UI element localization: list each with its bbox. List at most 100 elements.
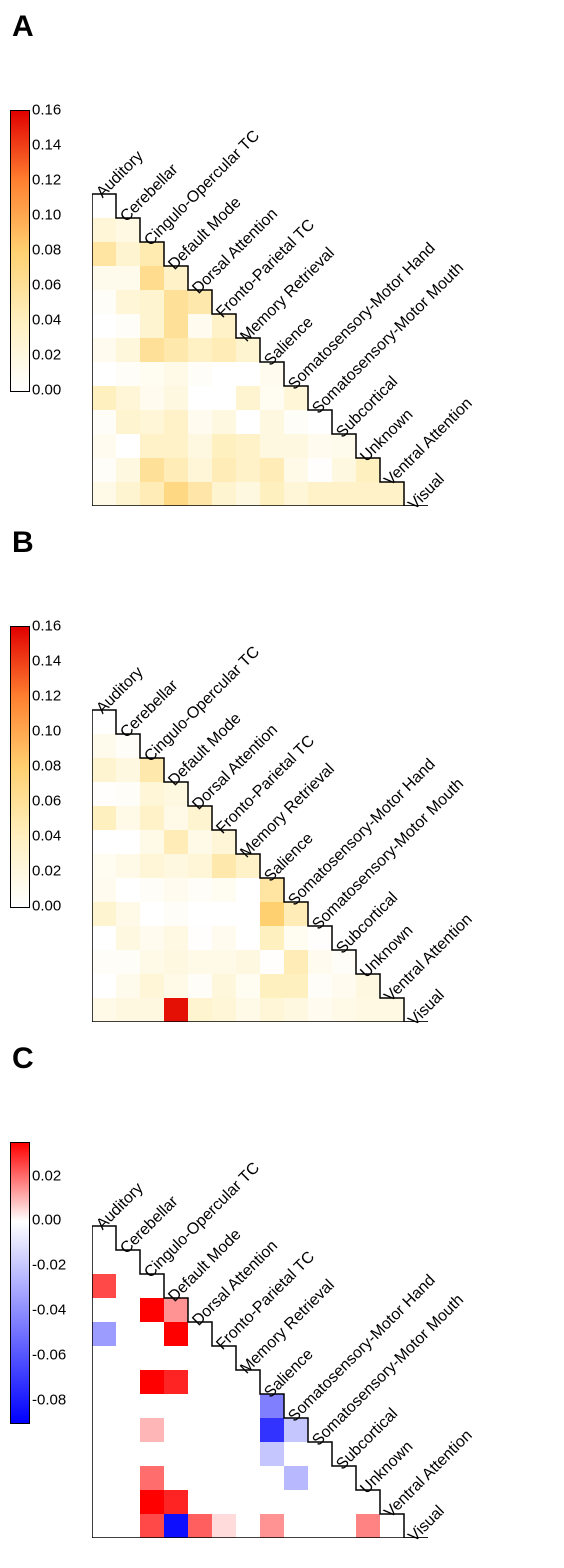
heatmap-cell [236, 1490, 260, 1514]
panel-A: A0.160.140.120.100.080.060.040.020.00Aud… [10, 10, 554, 516]
heatmap-cell [92, 338, 116, 362]
heatmap-cell [212, 1394, 236, 1418]
heatmap-cell [236, 1514, 260, 1538]
heatmap-cell [164, 1322, 188, 1346]
heatmap-cell [260, 410, 284, 434]
heatmap-cell [140, 1490, 164, 1514]
heatmap-cell [164, 1370, 188, 1394]
heatmap-cell [404, 902, 428, 926]
heatmap-cell [380, 710, 404, 734]
heatmap-cell [404, 1226, 428, 1250]
heatmap-cell [212, 1490, 236, 1514]
heatmap-cell [164, 314, 188, 338]
heatmap-cell [332, 734, 356, 758]
heatmap-cell [164, 458, 188, 482]
panel-label-A: A [12, 10, 34, 44]
heatmap-cell [116, 1442, 140, 1466]
panel-label-C: C [12, 1042, 34, 1076]
heatmap-cell [212, 1514, 236, 1538]
colorbar-tick: 0.10 [32, 723, 61, 740]
heatmap-cell [116, 758, 140, 782]
colorbar-tick: -0.08 [32, 1391, 66, 1408]
heatmap-cell [404, 710, 428, 734]
heatmap-cell [164, 338, 188, 362]
heatmap-cell [284, 926, 308, 950]
heatmap-cell [188, 830, 212, 854]
heatmap-cell [236, 482, 260, 506]
heatmap-cell [260, 434, 284, 458]
heatmap-cell [308, 1202, 332, 1226]
heatmap-cell [404, 686, 428, 710]
heatmap-cell [356, 1274, 380, 1298]
heatmap-cell [116, 998, 140, 1022]
heatmap-cell [332, 686, 356, 710]
heatmap-cell [404, 1394, 428, 1418]
heatmap-cell [356, 758, 380, 782]
heatmap-cell [164, 1394, 188, 1418]
heatmap-cell [212, 434, 236, 458]
colorbar-tick: 0.16 [32, 618, 61, 635]
heatmap-cell [332, 1514, 356, 1538]
heatmap-cell [92, 1346, 116, 1370]
heatmap-cell [404, 1418, 428, 1442]
colorbar-tick: -0.04 [32, 1302, 66, 1319]
heatmap-cell [260, 974, 284, 998]
colorbar-tick: 0.14 [32, 137, 61, 154]
heatmap-cell [260, 902, 284, 926]
heatmap-cell [188, 434, 212, 458]
heatmap-cell [236, 950, 260, 974]
heatmap-cell [284, 1490, 308, 1514]
heatmap-cell [308, 686, 332, 710]
heatmap-cell [92, 1514, 116, 1538]
colorbar-ticks: 0.160.140.120.100.080.060.040.020.00 [30, 626, 70, 906]
heatmap-cell [92, 218, 116, 242]
heatmap-cell [116, 410, 140, 434]
heatmap-cell [308, 998, 332, 1022]
heatmap-cell [332, 1322, 356, 1346]
heatmap-cell [308, 950, 332, 974]
heatmap-cell [92, 854, 116, 878]
heatmap-cell [116, 950, 140, 974]
colorbar [10, 110, 30, 392]
heatmap-cell [260, 1202, 284, 1226]
heatmap-cell [116, 338, 140, 362]
heatmap-cell [92, 362, 116, 386]
heatmap-cell [308, 1490, 332, 1514]
heatmap-cell [356, 734, 380, 758]
heatmap-cell [188, 1514, 212, 1538]
colorbar-ticks: 0.020.00-0.02-0.04-0.06-0.08 [30, 1142, 70, 1422]
heatmap-cell [284, 686, 308, 710]
heatmap-cell [380, 194, 404, 218]
heatmap-cell [164, 830, 188, 854]
heatmap-cell [92, 974, 116, 998]
heatmap-cell [140, 998, 164, 1022]
heatmap-cell [236, 998, 260, 1022]
heatmap-cell [188, 878, 212, 902]
heatmap-cell [116, 830, 140, 854]
heatmap-cell [356, 1514, 380, 1538]
heatmap-cell [212, 998, 236, 1022]
heatmap-cell [284, 194, 308, 218]
heatmap-cell [236, 1202, 260, 1226]
heatmap-cell [308, 458, 332, 482]
heatmap-cell [212, 1418, 236, 1442]
heatmap-cell [92, 1490, 116, 1514]
colorbar-tick: 0.16 [32, 102, 61, 119]
panel-label-B: B [12, 526, 34, 560]
heatmap-cell [212, 950, 236, 974]
heatmap-cell [164, 806, 188, 830]
heatmap-cell [212, 410, 236, 434]
heatmap-cell [332, 1250, 356, 1274]
heatmap-cell [92, 266, 116, 290]
heatmap-cell [116, 782, 140, 806]
heatmap-cell [236, 1418, 260, 1442]
heatmap-cell [164, 1490, 188, 1514]
heatmap-cell [116, 1322, 140, 1346]
heatmap-cell [380, 218, 404, 242]
heatmap-cell [116, 434, 140, 458]
heatmap-cell [92, 950, 116, 974]
heatmap-cell [284, 710, 308, 734]
heatmap-cell [140, 1298, 164, 1322]
heatmap-cell [332, 194, 356, 218]
heatmap-cell [116, 362, 140, 386]
